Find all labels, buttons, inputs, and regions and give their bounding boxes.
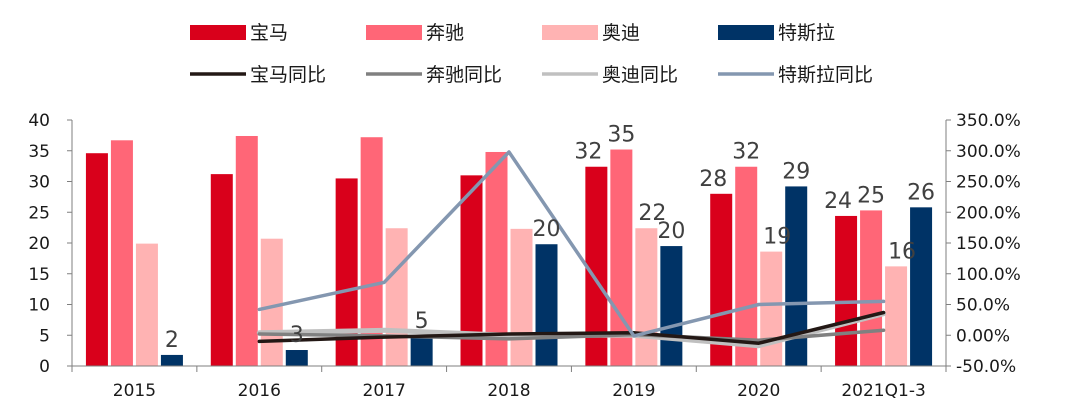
bar-宝马-2018 bbox=[460, 175, 483, 366]
lines bbox=[256, 150, 887, 349]
x-tick-label: 2015 bbox=[113, 381, 156, 401]
bar-宝马-2020 bbox=[710, 193, 733, 366]
legend-label-奔驰同比: 奔驰同比 bbox=[426, 64, 502, 86]
legend-swatch-奔驰 bbox=[366, 25, 422, 40]
data-label-宝马-2020: 28 bbox=[699, 167, 727, 192]
bar-奥迪-2021Q1-3 bbox=[885, 266, 908, 366]
legend-item-奔驰: 奔驰 bbox=[366, 22, 464, 44]
legend-item-特斯拉同比: 特斯拉同比 bbox=[718, 64, 873, 86]
data-label-奔驰-2021Q1-3: 25 bbox=[857, 183, 885, 208]
legend-item-宝马: 宝马 bbox=[190, 22, 288, 44]
right-tick-label: 50.0% bbox=[956, 296, 1010, 316]
legend-label-特斯拉同比: 特斯拉同比 bbox=[778, 64, 873, 86]
bar-宝马-2021Q1-3 bbox=[835, 215, 858, 366]
left-tick-label: 20 bbox=[28, 234, 50, 254]
right-tick-label: -50.0% bbox=[956, 357, 1016, 377]
legend-item-特斯拉: 特斯拉 bbox=[718, 22, 835, 44]
x-tick-label: 2021Q1-3 bbox=[841, 381, 925, 401]
left-tick-label: 0 bbox=[39, 357, 50, 377]
left-tick-label: 15 bbox=[28, 265, 50, 285]
bar-宝马-2015 bbox=[85, 153, 108, 366]
bar-奔驰-2017 bbox=[360, 137, 383, 366]
x-tick-label: 2017 bbox=[363, 381, 406, 401]
legend-swatch-特斯拉 bbox=[718, 25, 774, 40]
bar-特斯拉-2020 bbox=[785, 186, 808, 366]
bar-特斯拉-2016 bbox=[285, 350, 308, 366]
bar-奔驰-2021Q1-3 bbox=[860, 210, 883, 366]
data-label-特斯拉-2016: 3 bbox=[290, 323, 304, 348]
line-宝马同比 bbox=[257, 310, 886, 345]
bar-奔驰-2018 bbox=[485, 151, 508, 366]
bar-特斯拉-2015 bbox=[160, 354, 183, 366]
data-label-特斯拉-2020: 29 bbox=[782, 159, 810, 184]
bar-特斯拉-2021Q1-3 bbox=[910, 207, 933, 366]
legend-label-奔驰: 奔驰 bbox=[426, 22, 464, 44]
data-label-特斯拉-2018: 20 bbox=[533, 217, 561, 242]
bar-宝马-2019 bbox=[585, 166, 608, 366]
bar-奥迪-2016 bbox=[260, 238, 283, 366]
left-tick-label: 35 bbox=[28, 142, 50, 162]
right-tick-label: 300.0% bbox=[956, 142, 1021, 162]
x-tick-label: 2018 bbox=[487, 381, 530, 401]
left-tick-label: 10 bbox=[28, 296, 50, 316]
right-tick-label: 250.0% bbox=[956, 173, 1021, 193]
bar-特斯拉-2019 bbox=[660, 246, 683, 366]
data-label-宝马-2019: 32 bbox=[574, 140, 602, 165]
left-tick-label: 40 bbox=[28, 111, 50, 131]
bar-奥迪-2020 bbox=[760, 251, 783, 366]
left-tick-label: 5 bbox=[39, 326, 50, 346]
data-label-奥迪-2020: 19 bbox=[763, 225, 791, 250]
x-tick-label: 2019 bbox=[612, 381, 655, 401]
legend-item-奥迪同比: 奥迪同比 bbox=[542, 64, 678, 86]
legend-label-奥迪: 奥迪 bbox=[602, 22, 640, 44]
bar-奔驰-2015 bbox=[110, 140, 133, 366]
bar-奥迪-2019 bbox=[635, 228, 658, 366]
legend-item-奔驰同比: 奔驰同比 bbox=[366, 64, 502, 86]
axes: 0510152025303540-50.0%0.00%50.0%100.0%15… bbox=[28, 111, 1020, 401]
data-label-宝马-2021Q1-3: 24 bbox=[824, 189, 852, 214]
legend-label-奥迪同比: 奥迪同比 bbox=[602, 64, 678, 86]
legend-item-奥迪: 奥迪 bbox=[542, 22, 640, 44]
data-label-特斯拉-2017: 5 bbox=[415, 309, 429, 334]
data-label-奔驰-2020: 32 bbox=[732, 140, 760, 165]
legend-label-宝马同比: 宝马同比 bbox=[250, 64, 326, 86]
legend-label-特斯拉: 特斯拉 bbox=[778, 22, 835, 44]
right-tick-label: 100.0% bbox=[956, 265, 1021, 285]
data-label-特斯拉-2015: 2 bbox=[165, 328, 179, 353]
bar-奔驰-2020 bbox=[735, 166, 758, 366]
right-tick-label: 150.0% bbox=[956, 234, 1021, 254]
x-tick-label: 2016 bbox=[238, 381, 281, 401]
legend-label-宝马: 宝马 bbox=[250, 22, 288, 44]
bar-宝马-2017 bbox=[335, 178, 358, 366]
right-tick-label: 200.0% bbox=[956, 203, 1021, 223]
legend-item-宝马同比: 宝马同比 bbox=[190, 64, 326, 86]
right-tick-label: 350.0% bbox=[956, 111, 1021, 131]
left-tick-label: 30 bbox=[28, 173, 50, 193]
bar-奥迪-2017 bbox=[385, 228, 408, 366]
left-tick-label: 25 bbox=[28, 203, 50, 223]
data-label-奥迪-2019: 22 bbox=[638, 201, 666, 226]
x-tick-label: 2020 bbox=[737, 381, 780, 401]
bar-奥迪-2018 bbox=[510, 228, 533, 366]
data-label-奔驰-2019: 35 bbox=[607, 123, 635, 148]
right-tick-label: 0.00% bbox=[956, 326, 1010, 346]
bar-奔驰-2016 bbox=[235, 135, 258, 366]
data-label-特斯拉-2021Q1-3: 26 bbox=[907, 180, 935, 205]
bar-特斯拉-2017 bbox=[410, 335, 433, 366]
bar-奥迪-2015 bbox=[135, 243, 158, 366]
line-特斯拉同比 bbox=[257, 150, 886, 338]
bar-宝马-2016 bbox=[210, 174, 233, 366]
data-label-奥迪-2021Q1-3: 16 bbox=[888, 239, 916, 264]
bar-特斯拉-2018 bbox=[535, 244, 558, 366]
legend-swatch-奥迪 bbox=[542, 25, 598, 40]
bars bbox=[85, 135, 933, 366]
data-label-特斯拉-2019: 20 bbox=[657, 219, 685, 244]
legend-swatch-宝马 bbox=[190, 25, 246, 40]
